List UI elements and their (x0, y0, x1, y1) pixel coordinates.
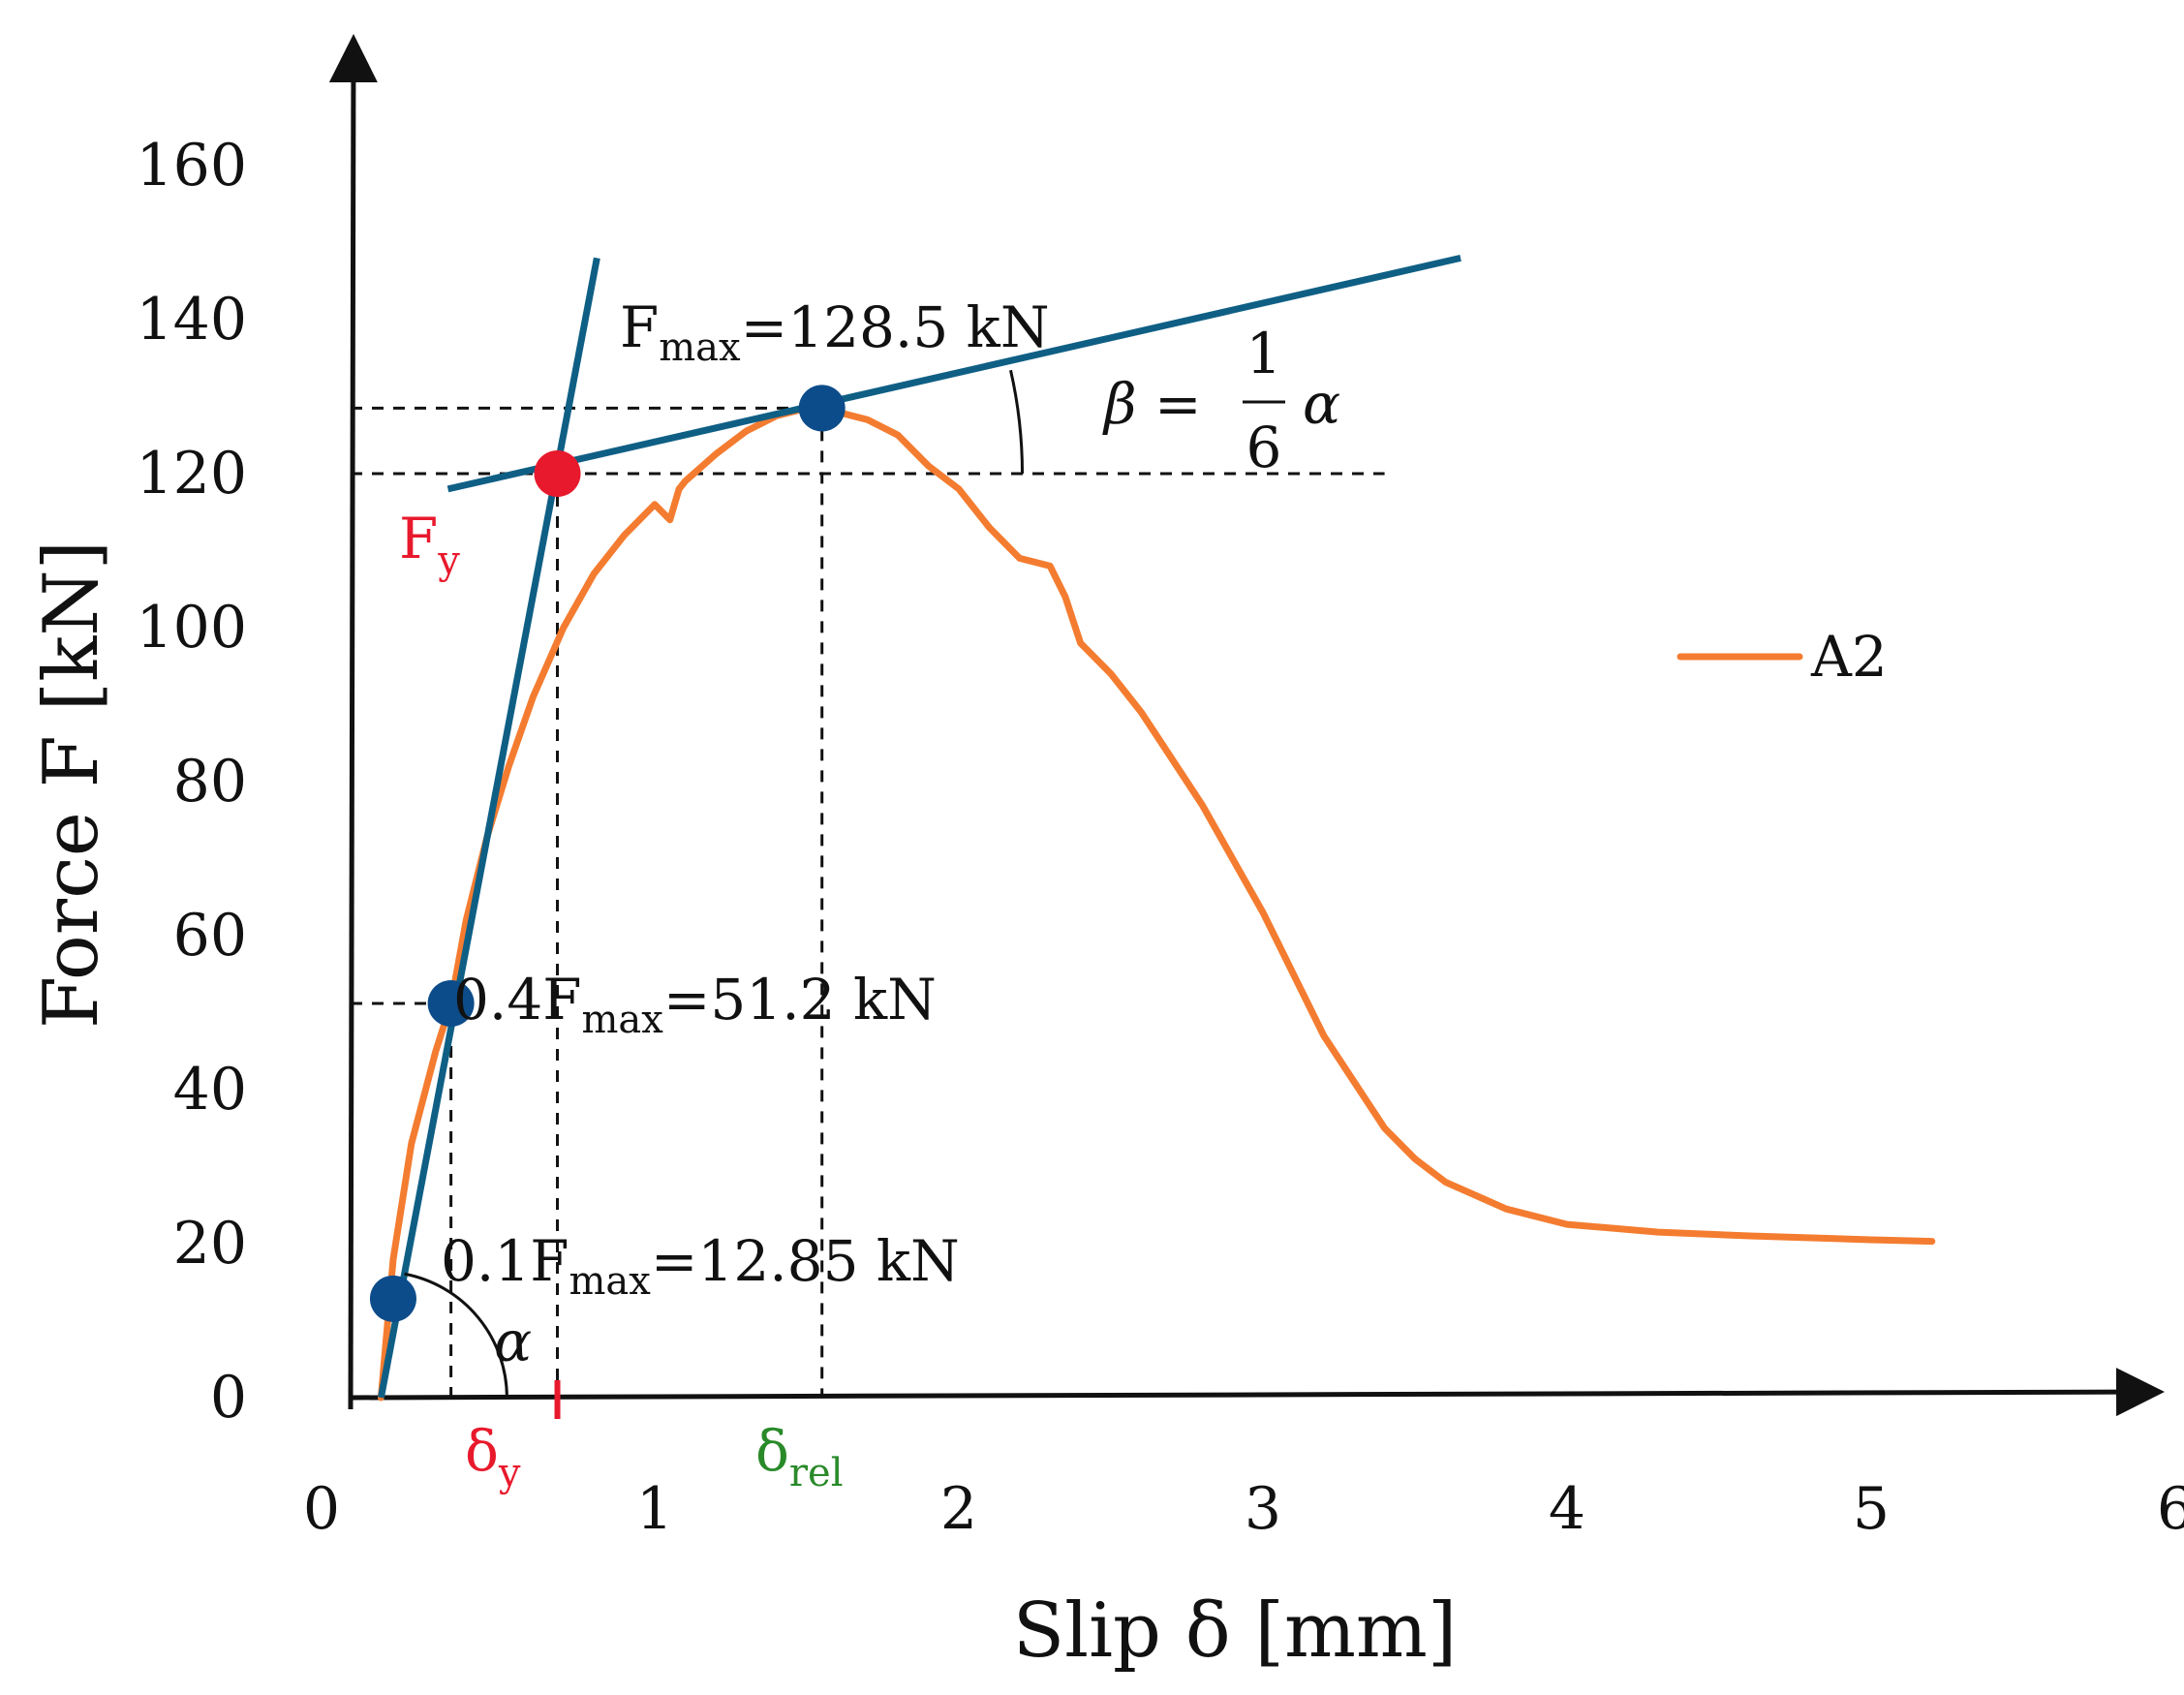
x-tick-labels: 0 1 2 3 4 5 6 (303, 1475, 2184, 1543)
legend-label-a2: A2 (1810, 624, 1888, 690)
y-axis-title: Force F [kN] (28, 540, 115, 1029)
angle-arcs (404, 369, 1025, 1399)
delta-y-label-main: δ (465, 1418, 499, 1484)
beta-rhs: α (1303, 371, 1340, 437)
fmax-annotation: Fmax=128.5 kN (620, 294, 1050, 370)
beta-numerator: 1 (1246, 321, 1282, 386)
f01-annotation: 0.1Fmax=12.85 kN (441, 1228, 960, 1304)
fy-label-sub: y (437, 539, 460, 583)
f04-annotation: 0.4Fmax=51.2 kN (453, 967, 937, 1042)
post-yield-line (446, 254, 1461, 493)
x-tick-label: 3 (1245, 1475, 1281, 1543)
point-0.4fmax (427, 979, 475, 1027)
initial-stiffness-line (377, 257, 600, 1399)
beta-formula: β = 1 6 α (1102, 321, 1340, 480)
y-axis-line (328, 34, 378, 1410)
delta-rel-label-main: δ (755, 1418, 789, 1484)
f01-annotation-value: =12.85 kN (651, 1228, 960, 1294)
fy-label: Fy (399, 506, 460, 583)
y-tick-label: 40 (173, 1056, 247, 1124)
fy-label-main: F (399, 506, 438, 571)
fmax-annotation-value: =128.5 kN (741, 294, 1050, 360)
delta-rel-label-sub: rel (789, 1451, 844, 1495)
point-0.1fmax (369, 1275, 416, 1322)
y-tick-label: 140 (136, 286, 247, 354)
x-tick-label: 6 (2157, 1475, 2184, 1543)
f01-annotation-sub: max (569, 1259, 651, 1304)
beta-lhs: β = (1102, 371, 1202, 437)
x-tick-label: 1 (636, 1475, 673, 1543)
y-tick-label: 20 (173, 1210, 247, 1278)
x-axis-line (350, 1368, 2165, 1417)
y-tick-label: 120 (136, 440, 247, 508)
tangent-lines (377, 254, 1461, 1399)
y-tick-label: 160 (136, 132, 247, 200)
beta-arc (1009, 369, 1025, 475)
y-tick-labels: 0 20 40 60 80 100 120 140 160 (136, 132, 247, 1432)
x-tick-label: 0 (303, 1475, 340, 1543)
f04-annotation-value: =51.2 kN (663, 967, 937, 1032)
point-fy (534, 450, 581, 497)
alpha-arc (404, 1272, 508, 1399)
beta-denominator: 6 (1246, 415, 1282, 480)
fmax-annotation-main: F (620, 294, 659, 360)
alpha-label: α (494, 1309, 532, 1374)
f04-annotation-sub: max (581, 998, 663, 1042)
y-tick-label: 0 (210, 1364, 247, 1432)
fmax-annotation-sub: max (659, 325, 741, 370)
legend: A2 (1676, 624, 1888, 690)
x-tick-label: 5 (1853, 1475, 1890, 1543)
y-tick-label: 80 (173, 748, 247, 816)
f04-annotation-pre: 0.4F (453, 967, 581, 1032)
delta-y-label: δy (465, 1418, 521, 1495)
x-tick-label: 2 (940, 1475, 977, 1543)
x-axis-title: Slip δ [mm] (1013, 1587, 1458, 1675)
x-tick-label: 4 (1549, 1475, 1585, 1543)
f01-annotation-pre: 0.1F (441, 1228, 569, 1294)
delta-rel-label: δrel (755, 1418, 844, 1495)
y-tick-label: 100 (136, 594, 247, 662)
y-tick-label: 60 (173, 902, 247, 970)
delta-y-label-sub: y (498, 1451, 521, 1495)
point-fmax (798, 385, 846, 432)
key-points (369, 385, 846, 1322)
series-line-a2 (377, 404, 1936, 1402)
